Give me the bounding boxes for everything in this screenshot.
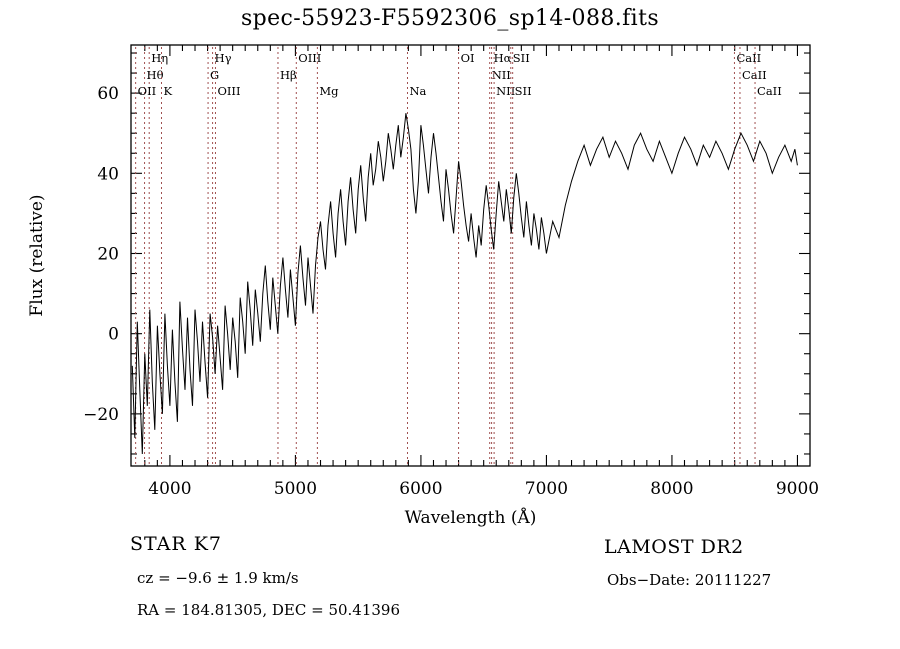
flux-trace [131, 113, 798, 455]
svg-text:G: G [210, 68, 219, 82]
svg-text:CaII: CaII [742, 68, 767, 82]
svg-text:OIII: OIII [217, 84, 240, 98]
survey-name: LAMOST DR2 [604, 536, 744, 558]
svg-text:NII: NII [492, 68, 511, 82]
page-title: spec-55923-F5592306_sp14-088.fits [240, 6, 660, 31]
svg-text:OII: OII [138, 84, 157, 98]
svg-text:CaII: CaII [736, 51, 761, 65]
svg-text:Mg: Mg [319, 84, 339, 98]
svg-text:SII: SII [513, 51, 530, 65]
axis-labels: 4000 5000 6000 7000 8000 9000 −20 0 20 40 60 Wavele… [27, 84, 819, 528]
svg-text:Hα: Hα [494, 51, 512, 65]
svg-text:20: 20 [97, 244, 119, 264]
svg-text:9000: 9000 [776, 479, 819, 499]
svg-text:4000: 4000 [148, 479, 191, 499]
svg-text:−20: −20 [83, 405, 119, 425]
svg-text:8000: 8000 [650, 479, 693, 499]
svg-text:Hθ: Hθ [147, 68, 164, 82]
svg-text:60: 60 [97, 84, 119, 104]
svg-text:Wavelength (Å): Wavelength (Å) [405, 507, 537, 528]
svg-text:Flux (relative): Flux (relative) [27, 194, 47, 316]
svg-text:OI: OI [461, 51, 475, 65]
svg-text:SII: SII [515, 84, 532, 98]
svg-text:Hγ: Hγ [215, 51, 232, 65]
svg-text:CaII: CaII [757, 84, 782, 98]
redshift-value: cz = −9.6 ± 1.9 km/s [137, 569, 299, 587]
svg-text:K: K [163, 84, 172, 98]
svg-text:5000: 5000 [274, 479, 317, 499]
svg-text:6000: 6000 [399, 479, 442, 499]
coordinates: RA = 184.81305, DEC = 50.41396 [137, 601, 401, 619]
svg-text:0: 0 [108, 325, 119, 345]
svg-text:Hβ: Hβ [280, 68, 297, 82]
svg-text:OIII: OIII [298, 51, 321, 65]
observation-date: Obs−Date: 20111227 [607, 571, 772, 589]
svg-text:7000: 7000 [525, 479, 568, 499]
svg-text:Hη: Hη [151, 51, 168, 65]
plot-axes [130, 44, 811, 467]
svg-text:Na: Na [409, 84, 426, 98]
svg-text:NII: NII [496, 84, 515, 98]
svg-text:40: 40 [97, 164, 119, 184]
object-class: STAR K7 [130, 533, 222, 555]
